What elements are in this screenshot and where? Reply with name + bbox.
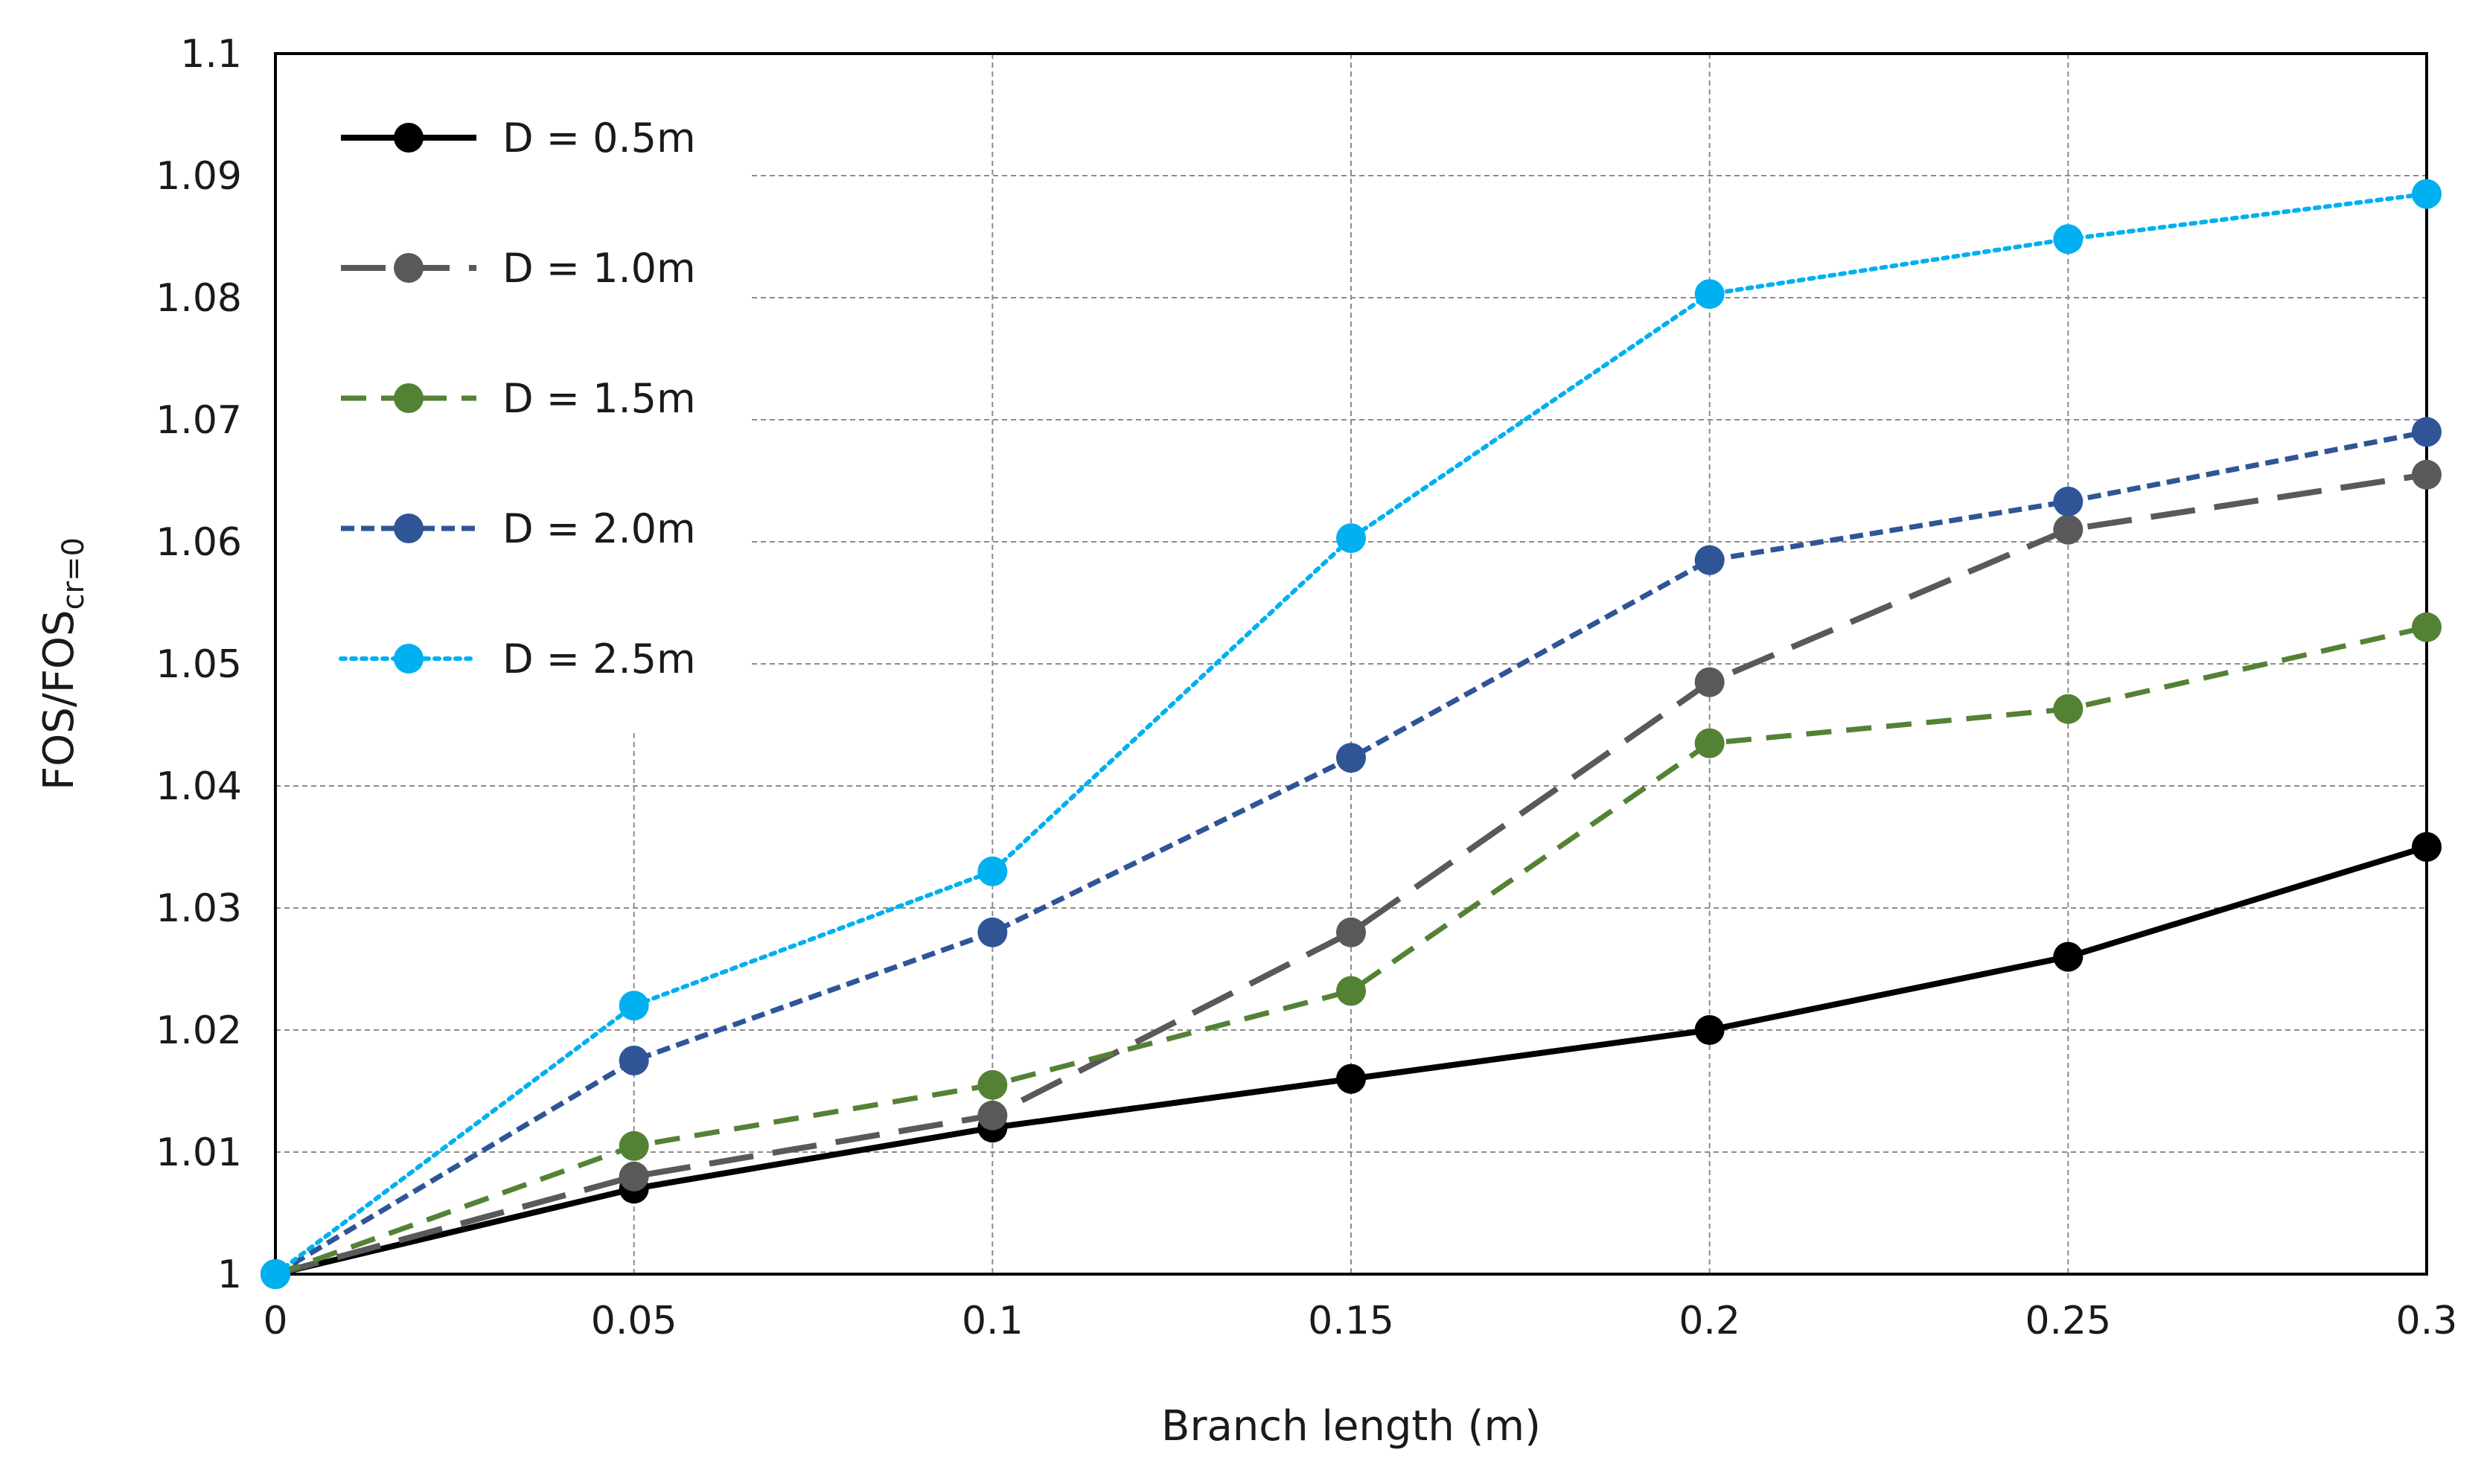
x-tick-label: 0.05 (591, 1299, 677, 1343)
x-axis-title: Branch length (m) (1161, 1402, 1541, 1451)
legend-label: D = 1.0m (502, 245, 696, 292)
y-tick-label: 1.03 (156, 886, 242, 931)
y-tick-label: 1.04 (156, 764, 242, 809)
data-series (261, 179, 2442, 1289)
y-axis-title-subscript: cr=0 (57, 537, 91, 610)
y-axis-tick-labels: 1 1.01 1.02 1.03 1.04 1.05 1.06 1.07 1.08 1.09 1.1 (156, 32, 242, 1297)
legend-item: D = 1.5m (341, 375, 696, 422)
y-tick-label: 1.06 (156, 520, 242, 565)
legend-marker (394, 644, 424, 674)
data-point (2412, 832, 2442, 862)
data-point (1336, 743, 1366, 773)
data-point (1336, 917, 1366, 947)
legend-label: D = 2.5m (502, 636, 696, 682)
x-axis-tick-labels: 0 0.05 0.1 0.15 0.2 0.25 0.3 (263, 1299, 2457, 1343)
y-tick-label: 1.1 (180, 32, 242, 77)
data-point (2053, 941, 2084, 972)
legend-label: D = 1.5m (502, 375, 696, 422)
legend-item: D = 2.5m (339, 636, 696, 682)
legend-marker (394, 253, 424, 283)
x-tick-label: 0.2 (1679, 1299, 1740, 1343)
y-tick-label: 1.01 (156, 1130, 242, 1175)
series-1 (261, 832, 2442, 1289)
legend-label: D = 0.5m (502, 115, 696, 161)
series-5 (261, 179, 2442, 1289)
legend-item: D = 1.0m (341, 245, 696, 292)
data-point (977, 1069, 1008, 1100)
data-point (619, 991, 649, 1021)
x-tick-label: 0.1 (962, 1299, 1024, 1343)
y-tick-label: 1.05 (156, 642, 242, 687)
data-point (2412, 417, 2442, 447)
data-point (619, 1161, 649, 1192)
legend: D = 0.5m D = 1.0m D = 1.5m D = 2.0m D = 2.5m (339, 115, 696, 682)
data-point (619, 1130, 649, 1161)
x-tick-label: 0.15 (1308, 1299, 1394, 1343)
data-point (1694, 667, 1725, 697)
legend-marker (394, 383, 424, 413)
legend-item: D = 2.0m (341, 505, 696, 552)
x-tick-label: 0.3 (2396, 1299, 2458, 1343)
data-point (977, 856, 1008, 886)
data-point (1694, 1015, 1725, 1045)
y-tick-label: 1 (217, 1253, 242, 1297)
legend-marker (394, 514, 424, 543)
data-point (2412, 459, 2442, 490)
data-point (2053, 694, 2084, 724)
data-point (261, 1259, 290, 1289)
data-point (2053, 514, 2084, 545)
data-point (1336, 523, 1366, 554)
y-tick-label: 1.08 (156, 276, 242, 321)
y-tick-label: 1.07 (156, 398, 242, 443)
y-axis-title: FOS/FOScr=0 (35, 537, 91, 790)
y-tick-label: 1.02 (156, 1008, 242, 1053)
data-point (2053, 224, 2084, 255)
data-point (977, 1100, 1008, 1130)
data-point (2053, 486, 2084, 516)
y-tick-label: 1.09 (156, 154, 242, 199)
data-point (1694, 728, 1725, 758)
gridlines (275, 54, 2427, 1274)
legend-label: D = 2.0m (502, 505, 696, 552)
plot-area-frame (274, 52, 2428, 1276)
data-point (1336, 1064, 1366, 1094)
data-point (1336, 976, 1366, 1006)
x-tick-label: 0.25 (2025, 1299, 2111, 1343)
legend-item: D = 0.5m (341, 115, 696, 161)
data-point (977, 917, 1008, 947)
x-tick-label: 0 (263, 1299, 287, 1343)
legend-marker (394, 123, 424, 153)
data-point (1694, 279, 1725, 310)
y-axis-title-main: FOS/FOS (35, 610, 83, 790)
data-point (619, 1046, 649, 1075)
data-point (2412, 612, 2442, 642)
data-point (2412, 179, 2442, 209)
data-point (1694, 545, 1725, 575)
